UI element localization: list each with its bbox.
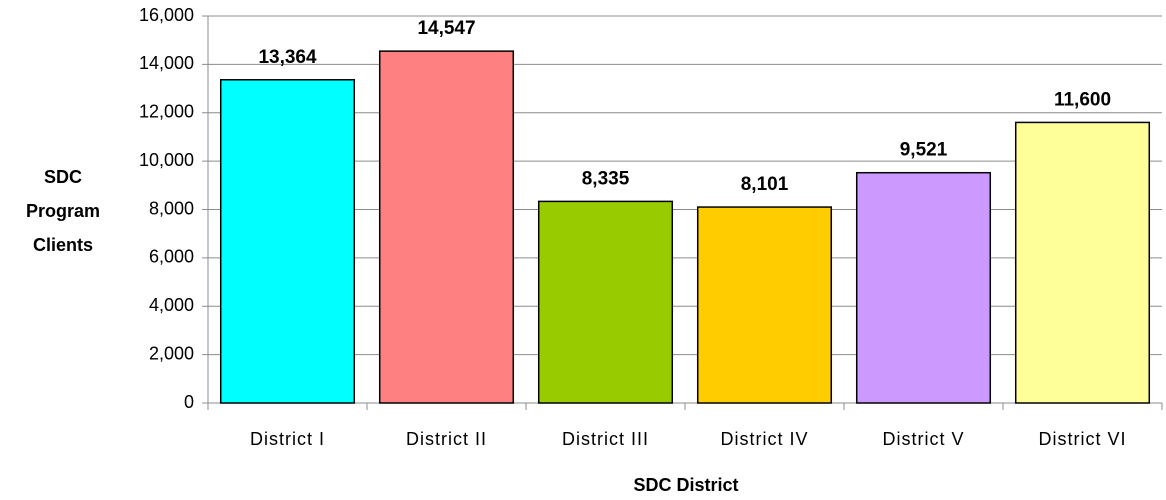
- y-axis-title: SDC Program Clients: [25, 167, 101, 255]
- x-tick-label: District V: [883, 429, 965, 449]
- x-tick-label: District VI: [1038, 429, 1126, 449]
- bar: [1014, 121, 1151, 404]
- data-label: 8,101: [741, 174, 789, 195]
- bar: [219, 79, 356, 404]
- x-axis-title: SDC District: [633, 475, 738, 495]
- y-tick-label: 12,000: [139, 102, 194, 122]
- y-tick-label: 0: [184, 392, 194, 412]
- y-tick-label: 8,000: [149, 198, 194, 218]
- y-tick-label: 16,000: [139, 5, 194, 25]
- y-tick-label: 4,000: [149, 295, 194, 315]
- y-tick-label: 2,000: [149, 343, 194, 363]
- data-label: 13,364: [258, 47, 317, 68]
- y-tick-label: 6,000: [149, 247, 194, 267]
- data-label: 11,600: [1054, 89, 1111, 110]
- bar: [378, 50, 515, 404]
- data-label: 8,335: [582, 168, 630, 189]
- x-tick-label: District I: [250, 429, 325, 449]
- bar: [537, 200, 674, 404]
- y-tick-label: 10,000: [139, 150, 194, 170]
- bar: [696, 206, 833, 404]
- data-label: 9,521: [900, 140, 948, 161]
- data-label: 14,547: [417, 18, 475, 39]
- x-tick-label: District IV: [720, 429, 808, 449]
- bar: [855, 171, 992, 404]
- y-tick-label: 14,000: [139, 53, 194, 73]
- x-tick-label: District III: [562, 429, 649, 449]
- x-tick-label: District II: [406, 429, 487, 449]
